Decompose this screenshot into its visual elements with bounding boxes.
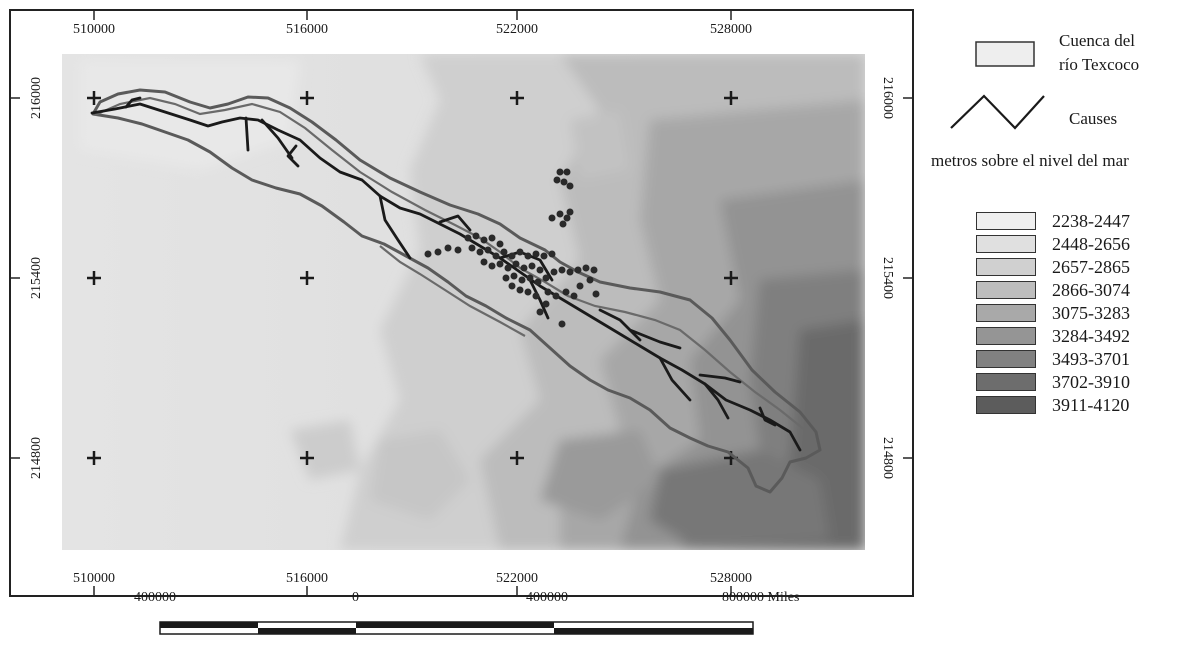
elevation-range-label: 3075-3283 xyxy=(1052,302,1130,323)
scale-label-zero: 0 xyxy=(352,590,359,605)
elevation-legend-row: 3493-3701 xyxy=(976,348,1130,370)
scale-label-right: 800000 Miles xyxy=(722,590,800,605)
x-tick-labels-top: 510000 516000 522000 528000 xyxy=(73,22,752,37)
elevation-legend-title: metros sobre el nivel del mar xyxy=(931,151,1129,170)
x-tick-label: 522000 xyxy=(496,571,538,586)
x-tick-label: 522000 xyxy=(496,22,538,37)
elevation-legend-row: 3702-3910 xyxy=(976,371,1130,393)
elevation-swatch xyxy=(976,327,1036,345)
elevation-swatch xyxy=(976,304,1036,322)
elevation-swatch xyxy=(976,258,1036,276)
x-tick-label: 528000 xyxy=(710,22,752,37)
elevation-range-label: 3702-3910 xyxy=(1052,371,1130,392)
streams-legend-symbol xyxy=(950,94,1045,130)
streams xyxy=(90,96,802,452)
elevation-swatch xyxy=(976,212,1036,230)
scale-label-left: 400000 xyxy=(134,590,176,605)
stream-buffer xyxy=(94,96,806,431)
y-tick-labels-left: 216000 215400 214800 xyxy=(29,77,44,479)
elevation-range-label: 2657-2865 xyxy=(1052,256,1130,277)
basin-boundary xyxy=(91,88,822,494)
elevation-raster xyxy=(62,54,865,550)
basin-legend-label-line2: río Texcoco xyxy=(1059,55,1140,74)
elevation-swatch xyxy=(976,235,1036,253)
elevation-range-label: 2238-2447 xyxy=(1052,210,1130,231)
sample-points xyxy=(424,168,600,328)
elevation-range-label: 2448-2656 xyxy=(1052,233,1130,254)
elevation-legend-row: 3284-3492 xyxy=(976,325,1130,347)
elevation-legend-row: 2657-2865 xyxy=(976,256,1130,278)
elevation-swatch xyxy=(976,396,1036,414)
elevation-legend-row: 2238-2447 xyxy=(976,210,1130,232)
x-tick-label: 516000 xyxy=(286,22,328,37)
elevation-swatch xyxy=(976,281,1036,299)
x-tick-label: 528000 xyxy=(710,571,752,586)
x-tick-label: 510000 xyxy=(73,571,115,586)
y-tick-label: 216000 xyxy=(29,77,44,119)
elevation-legend-row: 3075-3283 xyxy=(976,302,1130,324)
map-legend: Cuenca del río Texcoco Causes metros sob… xyxy=(931,0,1201,520)
basin-legend-swatch xyxy=(975,41,1035,67)
y-tick-labels-right: 216000 215400 214800 xyxy=(880,77,895,479)
elevation-legend-list: 2238-2447 2448-2656 2657-2865 2866-3074 3075… xyxy=(935,196,1201,496)
elevation-legend-row: 3911-4120 xyxy=(976,394,1129,416)
x-tick-labels-bottom: 510000 516000 522000 528000 xyxy=(73,571,752,586)
elevation-range-label: 2866-3074 xyxy=(1052,279,1130,300)
y-tick-label: 215400 xyxy=(880,257,895,299)
elevation-range-label: 3493-3701 xyxy=(1052,348,1130,369)
scale-label-mid: 400000 xyxy=(526,590,568,605)
y-tick-label: 214800 xyxy=(880,437,895,479)
elevation-legend-row: 2866-3074 xyxy=(976,279,1130,301)
elevation-range-label: 3911-4120 xyxy=(1052,394,1130,415)
x-tick-label: 516000 xyxy=(286,571,328,586)
scale-bar: 400000 0 400000 800000 Miles xyxy=(0,590,1201,661)
y-tick-label: 214800 xyxy=(29,437,44,479)
frame-ticks xyxy=(10,10,913,596)
elevation-range-label: 3284-3492 xyxy=(1052,325,1130,346)
streams-legend-label: Causes xyxy=(1069,109,1118,128)
y-tick-label: 215400 xyxy=(29,257,44,299)
elevation-legend-row: 2448-2656 xyxy=(976,233,1130,255)
elevation-swatch xyxy=(976,350,1036,368)
scale-bar-graphic xyxy=(159,621,754,635)
x-tick-label: 510000 xyxy=(73,22,115,37)
basin-legend-label-line1: Cuenca del xyxy=(1059,31,1135,50)
elevation-swatch xyxy=(976,373,1036,391)
y-tick-label: 216000 xyxy=(880,77,895,119)
